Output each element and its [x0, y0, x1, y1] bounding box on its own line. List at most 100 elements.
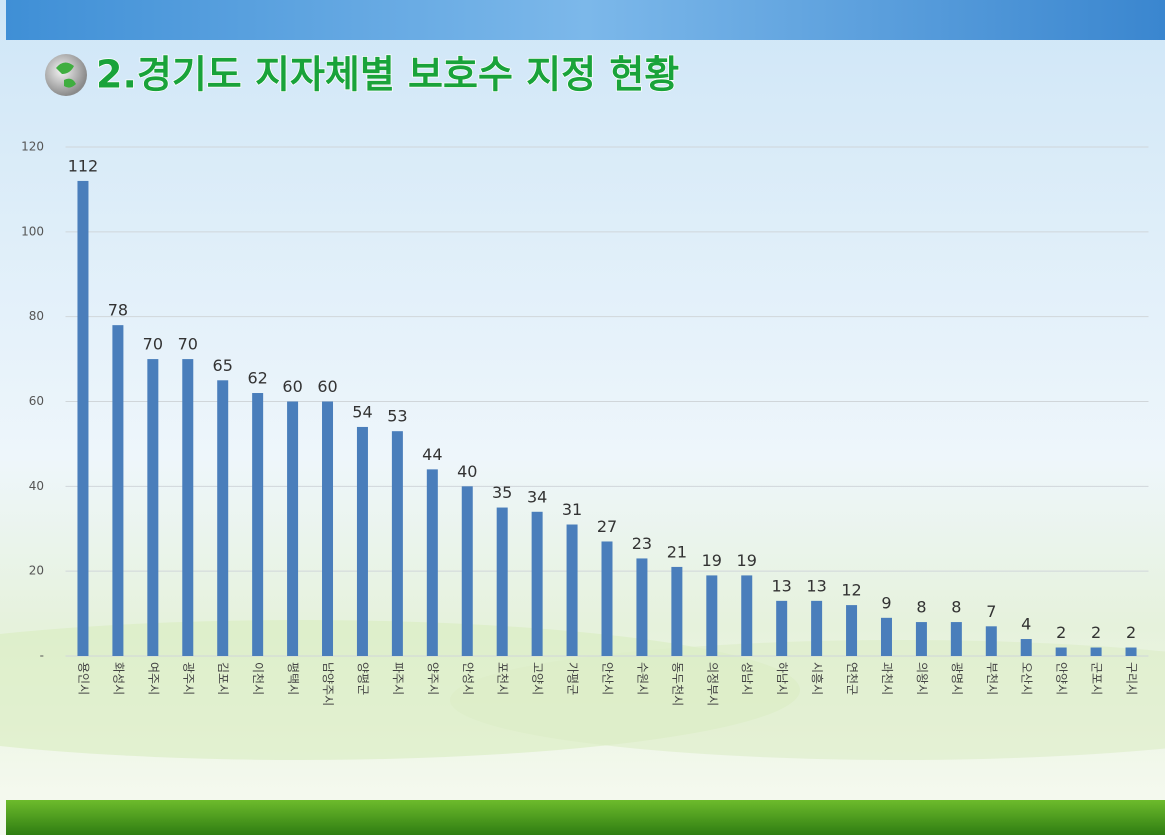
- data-label: 4: [1021, 615, 1031, 634]
- bar: [322, 402, 333, 657]
- y-tick-label: 20: [29, 564, 44, 578]
- data-label: 2: [1126, 623, 1136, 642]
- y-tick-label: 60: [29, 394, 44, 408]
- x-tick-label: 과천시: [880, 662, 895, 695]
- y-tick-label: -: [40, 649, 44, 663]
- bar: [147, 359, 158, 656]
- x-tick-label: 군포시: [1090, 662, 1104, 695]
- x-tick-label: 평택시: [286, 662, 300, 695]
- data-label: 2: [1091, 623, 1101, 642]
- x-tick-label: 광주시: [181, 662, 195, 695]
- x-tick-label: 포천시: [496, 662, 511, 695]
- x-tick-label: 안산시: [601, 662, 615, 695]
- x-tick-label: 남양주시: [321, 662, 335, 706]
- x-tick-label: 파주시: [391, 662, 405, 695]
- bar: [1056, 648, 1067, 656]
- data-label: 31: [562, 500, 582, 519]
- x-tick-label: 오산시: [1020, 662, 1034, 695]
- data-label: 13: [806, 576, 826, 595]
- data-label: 13: [771, 576, 791, 595]
- bar: [881, 618, 892, 656]
- x-tick-label: 양주시: [426, 662, 440, 695]
- data-label: 8: [951, 598, 961, 617]
- x-tick-label: 화성시: [111, 662, 125, 695]
- bar: [951, 622, 962, 656]
- bar: [497, 508, 508, 656]
- bar: [567, 525, 578, 656]
- data-label: 44: [422, 445, 442, 464]
- bar: [811, 601, 822, 656]
- bar: [532, 512, 543, 656]
- data-label: 12: [841, 581, 861, 600]
- data-label: 54: [352, 402, 372, 421]
- bar: [392, 431, 403, 656]
- bar: [77, 181, 88, 656]
- data-label: 8: [916, 598, 926, 617]
- bar: [706, 575, 717, 656]
- data-label: 35: [492, 483, 512, 502]
- data-label: 70: [178, 335, 198, 354]
- chart-title: 2.경기도 지자체별 보호수 지정 현황: [96, 53, 679, 97]
- data-label: 53: [387, 407, 407, 426]
- data-label: 2: [1056, 623, 1066, 642]
- x-tick-label: 의정부시: [705, 662, 719, 706]
- bar: [846, 605, 857, 656]
- x-tick-label: 안양시: [1055, 662, 1069, 695]
- data-label: 21: [667, 542, 687, 561]
- data-label: 9: [881, 593, 891, 612]
- x-tick-label: 동두천시: [670, 662, 685, 706]
- x-tick-label: 가평군: [566, 662, 580, 695]
- bar: [217, 380, 228, 656]
- data-label: 70: [143, 335, 163, 354]
- bar: [636, 558, 647, 656]
- x-tick-label: 시흥시: [810, 662, 824, 695]
- x-tick-label: 용인시: [76, 662, 90, 695]
- slide: 2.경기도 지자체별 보호수 지정 현황 - 20 40 60 80 100 120 용인시 1…: [0, 0, 1165, 835]
- data-label: 65: [213, 356, 233, 375]
- bar: [741, 575, 752, 656]
- data-label: 62: [247, 369, 267, 388]
- bar: [462, 486, 473, 656]
- data-label: 40: [457, 462, 477, 481]
- data-label: 60: [282, 377, 302, 396]
- x-tick-label: 부천시: [985, 662, 1000, 695]
- x-tick-label: 의왕시: [915, 662, 929, 695]
- bar: [427, 469, 438, 656]
- y-tick-label: 100: [21, 224, 44, 238]
- data-label: 27: [597, 517, 617, 536]
- x-tick-label: 광명시: [950, 662, 964, 695]
- bar: [776, 601, 787, 656]
- x-tick-label: 안성시: [461, 662, 475, 695]
- y-tick-label: 40: [29, 479, 44, 493]
- bar: [986, 626, 997, 656]
- data-label: 112: [68, 156, 99, 175]
- bar: [1091, 648, 1102, 656]
- bar: [916, 622, 927, 656]
- bar: [1021, 639, 1032, 656]
- bar: [287, 402, 298, 657]
- y-tick-label: 120: [21, 140, 44, 154]
- bar: [357, 427, 368, 656]
- x-tick-label: 양평군: [356, 662, 370, 695]
- grass: [6, 800, 1165, 835]
- data-label: 34: [527, 487, 547, 506]
- bar: [112, 325, 123, 656]
- x-tick-label: 김포시: [216, 662, 230, 695]
- data-label: 19: [702, 551, 722, 570]
- data-label: 19: [737, 551, 757, 570]
- bar: [252, 393, 263, 656]
- data-label: 60: [317, 377, 337, 396]
- y-tick-label: 80: [29, 309, 44, 323]
- x-tick-label: 연천군: [845, 662, 860, 695]
- x-tick-label: 수원시: [635, 662, 649, 695]
- x-tick-label: 이천시: [251, 662, 266, 695]
- data-label: 78: [108, 301, 128, 320]
- bar: [671, 567, 682, 656]
- title-icon: [45, 54, 87, 96]
- bar: [602, 541, 613, 656]
- data-label: 23: [632, 534, 652, 553]
- header-band: [6, 0, 1165, 40]
- bar: [1126, 648, 1137, 656]
- data-label: 7: [986, 602, 996, 621]
- x-tick-label: 하남시: [775, 662, 789, 695]
